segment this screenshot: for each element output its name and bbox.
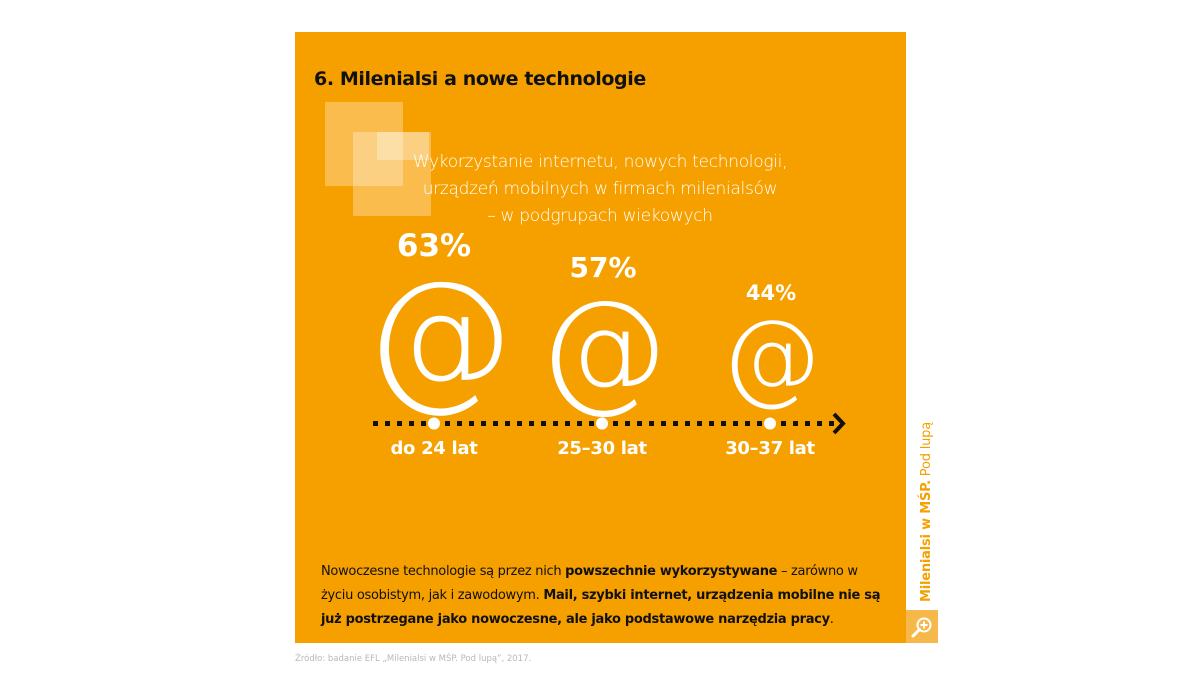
body-bold-2: Mail, szybki internet, urządzenia mobiln… xyxy=(321,588,881,627)
age-label-group-2: 25–30 lat xyxy=(557,438,647,459)
percent-value-group-1: 63% xyxy=(396,228,472,264)
subtitle-line-3: – w podgrupach wiekowych xyxy=(487,206,713,226)
body-text-2: – zarówno w życiu osobistym, jak i zawod… xyxy=(321,564,858,603)
age-label-group-1: do 24 lat xyxy=(390,438,478,459)
side-publication-label: Milenialsi w MŚP. Pod lupą xyxy=(919,422,934,602)
page-title: 6. Milenialsi a nowe technologie xyxy=(314,68,646,90)
timeline-marker-3 xyxy=(764,417,776,430)
timeline-marker-2 xyxy=(596,417,608,430)
magnifier-button xyxy=(906,610,938,643)
source-note: Źródło: badanie EFL „Milenialsi w MŚP. P… xyxy=(295,654,532,664)
timeline-markers xyxy=(428,417,776,430)
body-paragraph: Nowoczesne technologie są przez nich pow… xyxy=(321,560,891,632)
age-label-group-3: 30–37 lat xyxy=(725,438,815,459)
subtitle-line-2: urządzeń mobilnych w firmach milenialsów xyxy=(422,179,778,199)
side-label-regular: Pod lupą xyxy=(919,422,934,481)
body-text-3: . xyxy=(829,612,834,627)
magnifier-plus-icon xyxy=(911,617,932,637)
percent-value-group-2: 57% xyxy=(569,251,637,284)
chart-subtitle: Wykorzystanie internetu, nowych technolo… xyxy=(385,149,815,230)
age-timeline xyxy=(373,412,846,435)
at-icon-group-1: @ xyxy=(364,250,514,424)
side-label-bold: Milenialsi w MŚP. xyxy=(919,480,934,602)
body-text-1: Nowoczesne technologie są przez nich xyxy=(321,564,566,579)
subtitle-line-1: Wykorzystanie internetu, nowych technolo… xyxy=(412,152,788,172)
at-icon-group-2: @ xyxy=(538,272,668,424)
percent-value-group-3: 44% xyxy=(745,281,797,305)
timeline-marker-1 xyxy=(428,417,440,430)
side-strip: Milenialsi w MŚP. Pod lupą xyxy=(906,32,938,643)
body-bold-1: powszechnie wykorzystywane xyxy=(565,564,778,579)
at-icon-group-3: @ xyxy=(721,298,821,415)
infographic-panel: 6. Milenialsi a nowe technologie Wykorzy… xyxy=(295,32,906,643)
arrow-right-icon xyxy=(832,412,846,435)
